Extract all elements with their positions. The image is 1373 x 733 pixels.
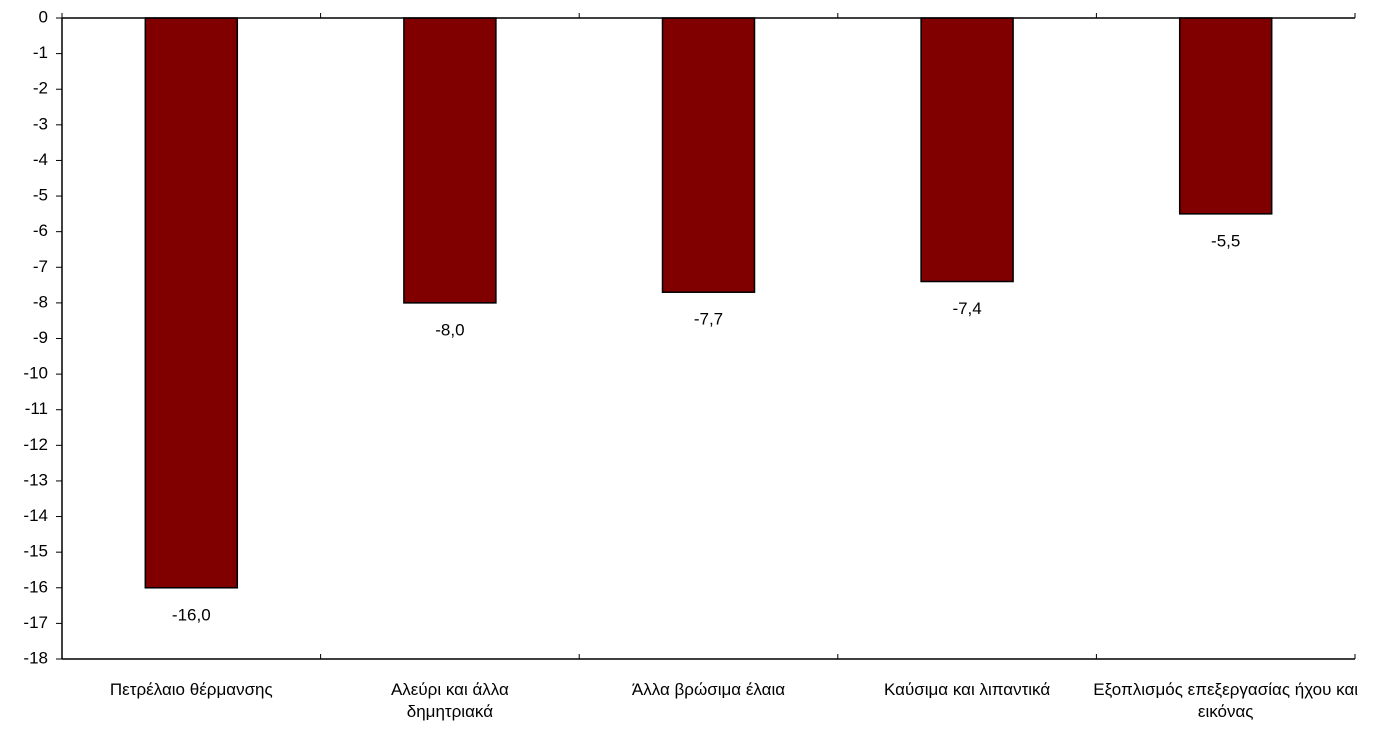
y-tick-label: -2 — [33, 79, 48, 98]
y-tick-label: 0 — [39, 7, 48, 26]
bar — [920, 17, 1014, 283]
y-tick-label: -10 — [23, 364, 48, 383]
value-label: -8,0 — [435, 320, 464, 339]
value-label: -7,4 — [952, 299, 981, 318]
x-tick-label: Καύσιμα και λιπαντικά — [883, 680, 1051, 699]
value-label: -7,7 — [694, 310, 723, 329]
y-tick-label: -7 — [33, 257, 48, 276]
y-tick-label: -8 — [33, 292, 48, 311]
y-tick-label: -18 — [23, 648, 48, 667]
x-tick-label: Εξοπλισμός επεξεργασίας ήχου και εικόνας — [1093, 680, 1359, 721]
y-tick-label: -15 — [23, 542, 48, 561]
bar — [403, 17, 497, 304]
y-tick-label: -4 — [33, 150, 48, 169]
y-tick-label: -17 — [23, 613, 48, 632]
y-tick-label: -16 — [23, 577, 48, 596]
y-tick-label: -13 — [23, 470, 48, 489]
y-tick-label: -1 — [33, 43, 48, 62]
bar — [144, 17, 239, 589]
y-tick-label: -5 — [33, 186, 48, 205]
bar — [661, 17, 756, 293]
bar — [1178, 17, 1273, 215]
x-tick-label: Αλεύρι και άλλα δημητριακά — [390, 680, 509, 721]
x-tick-label: Πετρέλαιο θέρμανσης — [109, 680, 273, 699]
y-tick-label: -11 — [25, 399, 48, 418]
value-label: -5,5 — [1211, 231, 1240, 250]
y-tick-label: -14 — [23, 506, 48, 525]
y-tick-label: -6 — [33, 221, 48, 240]
y-tick-label: -9 — [33, 328, 48, 347]
value-label: -16,0 — [172, 605, 211, 624]
y-tick-label: -12 — [23, 435, 48, 454]
y-tick-label: -3 — [33, 114, 48, 133]
x-tick-label: Άλλα βρώσιμα έλαια — [631, 680, 786, 699]
